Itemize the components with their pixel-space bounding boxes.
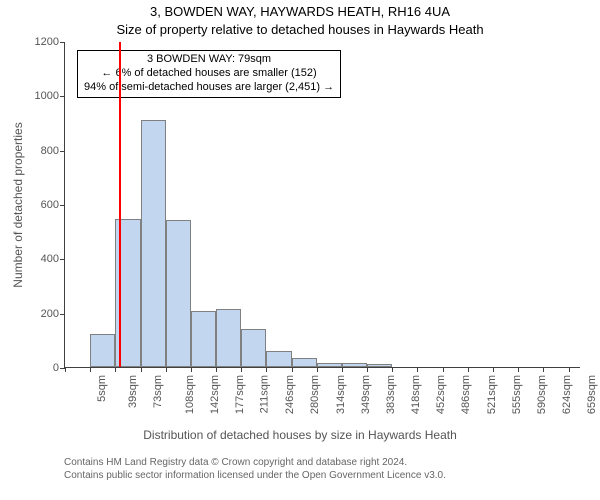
x-tick-mark xyxy=(266,367,267,372)
figure: 3, BOWDEN WAY, HAYWARDS HEATH, RH16 4UA … xyxy=(0,0,600,500)
x-tick-label: 177sqm xyxy=(234,375,246,414)
x-tick-mark xyxy=(443,367,444,372)
y-tick-label: 800 xyxy=(41,145,59,157)
x-axis-label: Distribution of detached houses by size … xyxy=(0,428,600,442)
y-tick-label: 200 xyxy=(41,308,59,320)
title-sub: Size of property relative to detached ho… xyxy=(0,22,600,37)
x-tick-label: 383sqm xyxy=(385,375,397,414)
x-tick-label: 246sqm xyxy=(284,375,296,414)
x-tick-label: 521sqm xyxy=(486,375,498,414)
x-tick-mark xyxy=(493,367,494,372)
y-tick-label: 400 xyxy=(41,253,59,265)
y-tick-label: 600 xyxy=(41,199,59,211)
annotation-box: 3 BOWDEN WAY: 79sqm ← 6% of detached hou… xyxy=(77,50,341,98)
histogram-bar xyxy=(216,309,241,367)
x-tick-mark xyxy=(543,367,544,372)
x-tick-label: 590sqm xyxy=(536,375,548,414)
y-tick-mark xyxy=(60,314,65,315)
x-tick-mark xyxy=(317,367,318,372)
x-tick-label: 211sqm xyxy=(258,375,270,413)
x-tick-mark xyxy=(216,367,217,372)
x-tick-mark xyxy=(115,367,116,372)
credits: Contains HM Land Registry data © Crown c… xyxy=(64,456,446,482)
x-tick-label: 142sqm xyxy=(209,375,221,414)
histogram-bar xyxy=(90,334,115,367)
y-tick-mark xyxy=(60,259,65,260)
histogram-bar xyxy=(266,351,291,367)
x-tick-mark xyxy=(65,367,66,372)
x-tick-mark xyxy=(392,367,393,372)
y-tick-label: 1200 xyxy=(35,36,59,48)
histogram-bar xyxy=(367,364,392,367)
x-tick-mark xyxy=(90,367,91,372)
x-tick-label: 73sqm xyxy=(152,375,164,408)
x-tick-mark xyxy=(342,367,343,372)
x-tick-mark xyxy=(569,367,570,372)
y-tick-mark xyxy=(60,96,65,97)
y-tick-mark xyxy=(60,151,65,152)
histogram-bar xyxy=(342,363,367,367)
histogram-bar xyxy=(141,120,166,367)
histogram-bar xyxy=(166,220,191,367)
annotation-line-3: 94% of semi-detached houses are larger (… xyxy=(84,81,334,95)
histogram-bar xyxy=(292,358,317,368)
x-tick-mark xyxy=(518,367,519,372)
histogram-bar xyxy=(191,311,216,367)
x-tick-label: 349sqm xyxy=(360,375,372,414)
x-tick-label: 418sqm xyxy=(410,375,422,414)
y-tick-mark xyxy=(60,42,65,43)
y-tick-label: 0 xyxy=(53,362,59,374)
x-tick-mark xyxy=(417,367,418,372)
histogram-bar xyxy=(241,329,266,367)
x-tick-label: 108sqm xyxy=(184,375,196,414)
annotation-line-1: 3 BOWDEN WAY: 79sqm xyxy=(84,53,334,67)
x-tick-label: 39sqm xyxy=(127,375,139,408)
x-tick-label: 5sqm xyxy=(96,375,108,402)
y-tick-label: 1000 xyxy=(35,90,59,102)
credits-line-2: Contains public sector information licen… xyxy=(64,469,446,482)
credits-line-1: Contains HM Land Registry data © Crown c… xyxy=(64,456,446,469)
x-tick-mark xyxy=(166,367,167,372)
x-tick-mark xyxy=(141,367,142,372)
x-tick-mark xyxy=(191,367,192,372)
x-tick-mark xyxy=(367,367,368,372)
x-tick-mark xyxy=(241,367,242,372)
histogram-bar xyxy=(317,363,342,367)
x-tick-mark xyxy=(468,367,469,372)
x-tick-label: 659sqm xyxy=(587,375,599,414)
title-main: 3, BOWDEN WAY, HAYWARDS HEATH, RH16 4UA xyxy=(0,4,600,19)
y-tick-mark xyxy=(60,205,65,206)
x-tick-mark xyxy=(292,367,293,372)
y-axis-label: Number of detached properties xyxy=(11,122,25,287)
x-tick-label: 314sqm xyxy=(335,375,347,414)
x-tick-label: 624sqm xyxy=(561,375,573,414)
x-tick-label: 452sqm xyxy=(435,375,447,414)
x-tick-label: 280sqm xyxy=(310,375,322,414)
annotation-line-2: ← 6% of detached houses are smaller (152… xyxy=(84,67,334,81)
reference-line xyxy=(119,42,121,367)
x-tick-label: 486sqm xyxy=(461,375,473,414)
x-tick-label: 555sqm xyxy=(511,375,523,414)
plot-area: 3 BOWDEN WAY: 79sqm ← 6% of detached hou… xyxy=(64,42,580,368)
